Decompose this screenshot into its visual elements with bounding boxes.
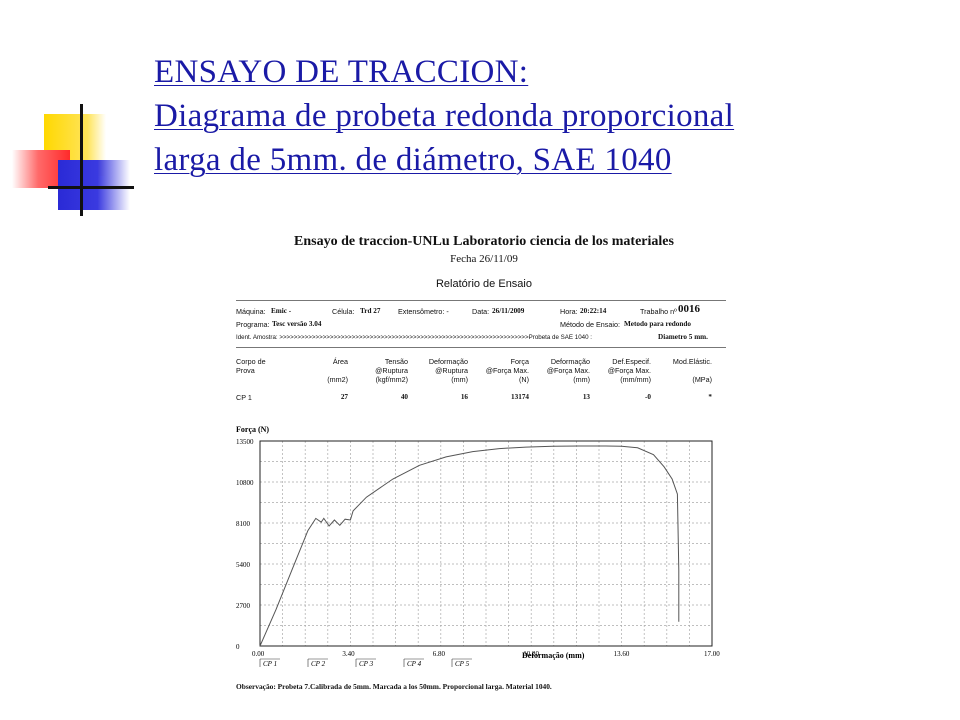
- extensometro: Extensômetro: -: [398, 307, 449, 316]
- table-cell: 13174: [511, 393, 529, 401]
- trabalho-label: Trabalho nº: [640, 307, 677, 316]
- title-line-2[interactable]: Diagrama de probeta redonda proporcional: [154, 98, 735, 134]
- decor-horizontal-line: [48, 186, 134, 189]
- data-label: Data:: [472, 307, 490, 316]
- table-header-cell: @Força Max.: [485, 366, 529, 375]
- series-line-cp1: [259, 445, 680, 647]
- hora-label: Hora:: [560, 307, 578, 316]
- divider: [236, 300, 726, 301]
- table-header-cell: (mm): [573, 375, 590, 384]
- celula-value: Trd 27: [360, 307, 381, 315]
- y-tick-label: 0: [236, 643, 240, 651]
- table-header-cell: Deformação: [428, 357, 468, 366]
- x-tick-label: 6.80: [433, 650, 446, 658]
- table-header-cell: (MPa): [692, 375, 712, 384]
- table-header-cell: (mm): [451, 375, 468, 384]
- data-value: 26/11/2009: [492, 307, 525, 315]
- table-header-cell: @Força Max.: [607, 366, 651, 375]
- table-header-cell: Área: [332, 357, 348, 366]
- table-header-cell: @Ruptura: [435, 366, 468, 375]
- table-header-cell: @Força Max.: [546, 366, 590, 375]
- table-cell: 13: [582, 393, 590, 401]
- ident-value: Diametro 5 mm.: [658, 333, 708, 341]
- table-header-cell: (mm/mm): [620, 375, 651, 384]
- observacao-note: Observação: Probeta 7.Calibrada de 5mm. …: [236, 682, 552, 691]
- table-cell: 16: [460, 393, 468, 401]
- y-tick-label: 10800: [236, 479, 254, 487]
- cp-label: CP 2: [311, 660, 326, 668]
- metodo-label: Método de Ensaio:: [560, 320, 620, 329]
- table-header-cell: Tensão: [384, 357, 408, 366]
- table-header-corpo: Corpo de: [236, 357, 266, 366]
- celula-label: Célula:: [332, 307, 355, 316]
- table-cell: -0: [645, 393, 651, 401]
- report-image: Ensayo de traccion-UNLu Laboratorio cien…: [226, 228, 742, 698]
- table-cell: 27: [340, 393, 348, 401]
- programa-value: Tesc versão 3.04: [272, 320, 322, 328]
- decor-vertical-line: [80, 104, 83, 216]
- y-tick-label: 13500: [236, 438, 254, 446]
- report-title: Ensayo de traccion-UNLu Laboratorio cien…: [294, 234, 674, 249]
- force-deformation-chart: Força (N) 0 2700 5400 8100 10800 13500 0.00 3.4…: [236, 425, 720, 668]
- report-date: Fecha 26/11/09: [450, 253, 518, 265]
- decor-blue-square: [58, 160, 130, 210]
- y-axis-label: Força (N): [236, 425, 269, 434]
- cp-label: CP 5: [455, 660, 470, 668]
- table-cell: *: [708, 393, 712, 401]
- y-tick-label: 2700: [236, 602, 251, 610]
- cp-label: CP 4: [407, 660, 422, 668]
- x-tick-label: 3.40: [342, 650, 355, 658]
- ident-label: Ident. Amostra: >>>>>>>>>>>>>>>>>>>>>>>>…: [236, 334, 592, 341]
- table-header-cell: Deformação: [550, 357, 590, 366]
- maquina-value: Emic -: [271, 307, 292, 315]
- table-header-prova: Prova: [236, 366, 255, 375]
- programa-label: Programa:: [236, 320, 270, 329]
- cp-label: CP 3: [359, 660, 374, 668]
- y-tick-label: 5400: [236, 561, 251, 569]
- x-tick-label: 0.00: [252, 650, 265, 658]
- y-tick-label: 8100: [236, 520, 251, 528]
- x-tick-label: 13.60: [614, 650, 630, 658]
- x-axis-label: Deformação (mm): [522, 651, 585, 660]
- divider: [236, 347, 726, 348]
- hora-value: 20:22:14: [580, 307, 607, 315]
- table-header-cell: (mm2): [327, 375, 348, 384]
- table-header-cell: Mod.Elástic.: [672, 357, 712, 366]
- report-subtitle: Relatório de Ensaio: [435, 278, 532, 290]
- metodo-value: Metodo para redondo: [624, 320, 691, 328]
- table-header-cell: @Ruptura: [375, 366, 408, 375]
- cp-label: CP 1: [263, 660, 277, 668]
- x-tick-label: 17.00: [704, 650, 720, 658]
- table-row-name: CP 1: [236, 393, 252, 402]
- plot-frame: [259, 440, 713, 647]
- table-header-cell: Def.Especif.: [612, 357, 651, 366]
- title-line-1[interactable]: ENSAYO DE TRACCION:: [154, 54, 529, 90]
- table-header-cell: (kgf/mm2): [375, 375, 408, 384]
- table-header-cell: (N): [519, 375, 529, 384]
- title-line-3[interactable]: larga de 5mm. de diámetro, SAE 1040: [154, 142, 672, 178]
- trabalho-value: 0016: [678, 303, 700, 315]
- maquina-label: Máquina:: [236, 307, 266, 316]
- table-cell: 40: [400, 393, 408, 401]
- x-tick-label: 10.20: [523, 650, 539, 658]
- slide-title[interactable]: ENSAYO DE TRACCION: Diagrama de probeta …: [154, 50, 944, 182]
- table-header-cell: Força: [510, 357, 529, 366]
